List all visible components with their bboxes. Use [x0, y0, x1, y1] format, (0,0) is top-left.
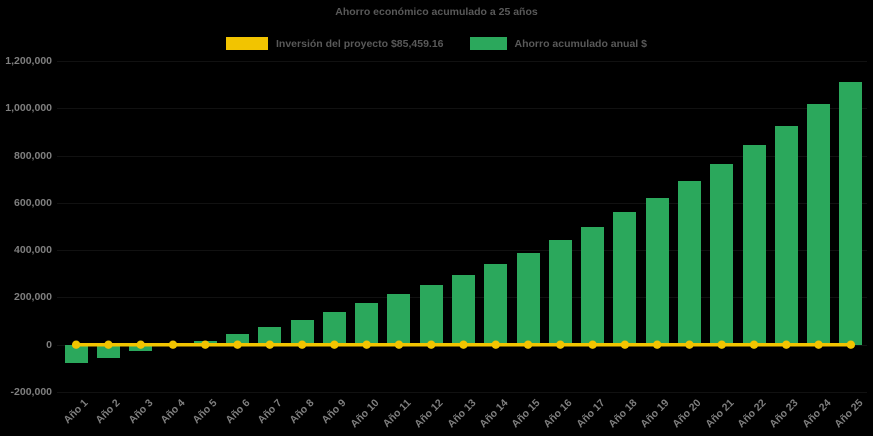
- y-axis-tick-label: 600,000: [14, 196, 52, 209]
- gridline: [57, 155, 867, 157]
- bar-año-7: [258, 326, 282, 345]
- bar-año-15: [516, 252, 540, 345]
- bar-año-6: [226, 333, 250, 345]
- bar-año-24: [807, 103, 831, 345]
- bar-año-18: [613, 212, 637, 345]
- bar-año-13: [452, 274, 475, 345]
- bar-año-20: [677, 181, 701, 345]
- gridline: [57, 250, 867, 252]
- legend-item-investment: Inversión del proyecto $85,459.16: [226, 37, 444, 50]
- investment-legend-label: Inversión del proyecto $85,459.16: [276, 37, 444, 50]
- bar-año-4: [161, 344, 185, 346]
- investment-swatch: [226, 37, 269, 50]
- bar-año-25: [839, 82, 863, 345]
- gridline: [57, 392, 867, 393]
- savings-swatch: [469, 37, 507, 50]
- bar-año-5: [193, 340, 217, 345]
- legend-item-savings: Ahorro acumulado anual $: [469, 37, 647, 50]
- gridline: [57, 202, 867, 204]
- bar-año-1: [64, 344, 88, 363]
- bar-año-14: [484, 264, 508, 345]
- y-axis-tick-label: -200,000: [10, 386, 52, 398]
- y-axis-tick-label: 1,000,000: [5, 102, 52, 115]
- bar-año-8: [290, 319, 314, 345]
- bar-año-2: [96, 344, 120, 358]
- savings-legend-label: Ahorro acumulado anual $: [514, 37, 647, 50]
- bar-año-16: [548, 239, 572, 345]
- y-axis-tick-label: 800,000: [14, 149, 52, 162]
- y-axis-tick-label: 1,200,000: [5, 55, 52, 67]
- bar-año-23: [774, 126, 798, 345]
- bar-año-9: [322, 311, 346, 345]
- gridline: [57, 108, 867, 110]
- y-axis-tick-label: 200,000: [14, 291, 52, 304]
- bar-año-19: [645, 197, 669, 345]
- bar-año-12: [419, 284, 443, 345]
- bar-año-21: [710, 163, 734, 345]
- y-axis-tick-label: 400,000: [14, 244, 52, 257]
- gridline: [57, 61, 867, 62]
- bar-año-11: [387, 293, 411, 345]
- y-axis-tick-label: 0: [46, 338, 52, 351]
- bar-año-10: [355, 302, 379, 345]
- bar-año-22: [742, 145, 766, 345]
- bar-año-17: [581, 226, 605, 345]
- legend: Inversión del proyecto $85,459.16 Ahorro…: [0, 37, 873, 50]
- chart-title: Ahorro económico acumulado a 25 años: [335, 6, 538, 18]
- bar-año-3: [129, 344, 153, 352]
